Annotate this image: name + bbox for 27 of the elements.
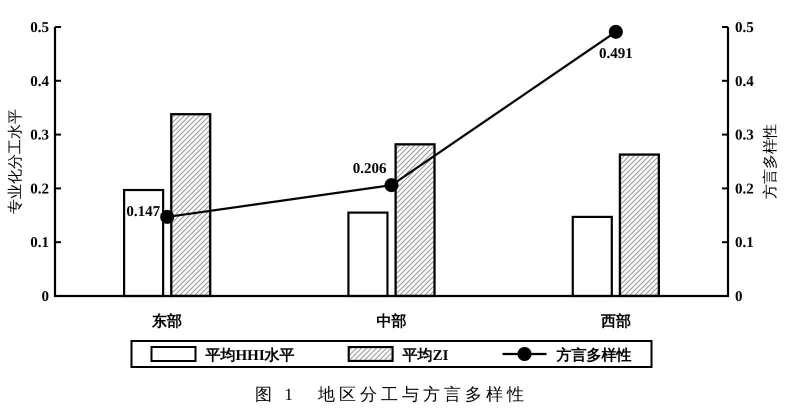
y2-tick-label: 0.3 <box>735 128 754 144</box>
y2-tick-label: 0.2 <box>735 181 754 198</box>
y-tick-label: 0.4 <box>30 74 50 90</box>
y2-tick-label: 0 <box>735 289 742 305</box>
y-tick-label: 0.1 <box>30 235 49 252</box>
y2-tick-label: 0.4 <box>735 74 754 90</box>
data-label: 0.491 <box>598 46 633 62</box>
x-tick-label: 中部 <box>376 312 406 330</box>
y-tick-label: 0.2 <box>30 181 49 198</box>
point <box>384 178 398 192</box>
data-label: 0.206 <box>352 161 387 178</box>
point <box>160 210 174 224</box>
legend-label: 平均HHI水平 <box>204 347 295 364</box>
legend-label: 方言多样性 <box>556 346 632 364</box>
y-tick-label: 0.3 <box>30 128 49 144</box>
data-label: 0.147 <box>126 204 161 220</box>
point <box>608 24 623 39</box>
x-tick-label: 西部 <box>600 312 631 330</box>
y2-tick-label: 0.1 <box>735 235 754 252</box>
x-tick-label: 东部 <box>151 312 182 330</box>
y2-axis-title: 方言多样性 <box>762 124 779 199</box>
y2-tick-label: 0.5 <box>735 20 754 36</box>
y-tick-label: 0 <box>42 289 49 305</box>
y-axis-title: 专业化分工水平 <box>7 109 24 214</box>
y-tick-label: 0.5 <box>30 20 49 36</box>
text: 图 1 地区分工与方言多样性 <box>255 385 528 404</box>
legend-label: 平均ZI <box>402 347 449 364</box>
